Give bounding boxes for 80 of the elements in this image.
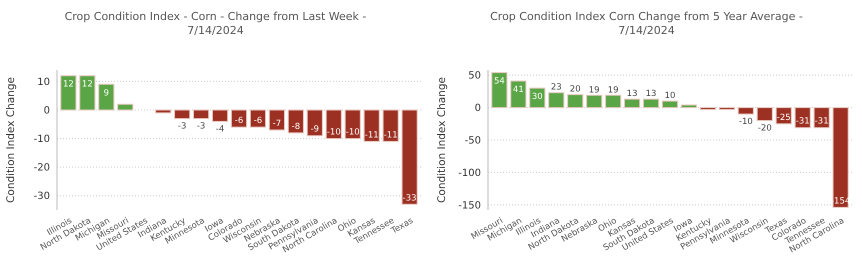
bar (174, 110, 190, 120)
data-label: 10 (664, 91, 676, 102)
data-label: -10 (326, 128, 341, 138)
y-tick-label: 50 (468, 70, 481, 82)
bar (756, 107, 773, 122)
data-label: 12 (82, 80, 93, 90)
data-label: 19 (608, 85, 619, 96)
bar (344, 110, 361, 140)
data-label: -7 (272, 119, 282, 129)
bar (642, 98, 660, 108)
bar (529, 88, 546, 108)
data-label: 54 (494, 76, 505, 87)
data-label: 20 (570, 84, 581, 95)
bar (586, 94, 602, 108)
data-label: -4 (216, 124, 224, 134)
data-label: -10 (346, 128, 360, 138)
data-label: -31 (814, 116, 829, 127)
data-label: -6 (254, 116, 262, 126)
chart-title: Crop Condition Index Corn Change from 5 Year Average - 7/14/2024 (490, 10, 803, 37)
bar (548, 92, 564, 108)
bar (306, 110, 323, 136)
bar (382, 110, 399, 142)
y-tick-label: -10 (34, 134, 50, 146)
bar (250, 110, 266, 128)
bar (680, 104, 698, 108)
data-label: -31 (796, 116, 810, 127)
data-label: -25 (776, 112, 791, 123)
data-label: -3 (178, 122, 186, 132)
bar (832, 107, 849, 208)
y-tick-label: 10 (37, 76, 50, 88)
bar (605, 94, 622, 108)
bar (794, 107, 811, 128)
bar (491, 72, 508, 108)
data-label: 30 (532, 92, 543, 102)
bar (567, 94, 584, 108)
data-label: -6 (234, 116, 244, 126)
data-label: 13 (626, 89, 638, 100)
bar (776, 107, 792, 124)
data-label: 19 (588, 85, 600, 96)
bar (364, 110, 380, 142)
data-label: 41 (512, 85, 524, 96)
bar (326, 110, 342, 140)
y-tick-label: -30 (34, 191, 50, 202)
bar (288, 110, 304, 134)
data-label: -3 (196, 122, 206, 132)
bar (60, 75, 76, 110)
bar (402, 110, 418, 205)
data-label: 23 (550, 82, 562, 93)
bar (230, 110, 248, 128)
data-label: -9 (310, 124, 320, 135)
bar (79, 75, 96, 110)
y-tick-label: -150 (458, 200, 481, 212)
y-tick-label: 0 (474, 103, 481, 114)
bar (193, 110, 210, 120)
bar (510, 80, 526, 108)
data-label: 12 (62, 80, 74, 90)
bar (155, 110, 172, 114)
data-label: -10 (738, 117, 753, 128)
y-tick-label: 0 (44, 106, 50, 116)
bar (738, 107, 754, 115)
data-label: -11 (384, 130, 398, 140)
y-tick-label: -100 (458, 168, 481, 179)
bar (268, 110, 285, 130)
data-label: -11 (364, 130, 379, 140)
data-label: -20 (758, 124, 772, 134)
bar (624, 98, 640, 108)
chart-title: Crop Condition Index - Corn - Change from Last Week - 7/14/2024 (64, 10, 366, 37)
bar (212, 110, 228, 122)
data-label: -33 (402, 193, 417, 204)
data-label: 13 (646, 89, 656, 100)
data-label: -8 (292, 122, 300, 132)
bar (662, 100, 678, 108)
bar (98, 84, 114, 110)
bar (814, 107, 830, 128)
y-axis-title: Condition Index Change (5, 77, 17, 203)
y-axis-title: Condition Index Change (436, 77, 448, 203)
data-label: 9 (104, 88, 110, 98)
bar (117, 104, 134, 110)
y-tick-label: -50 (464, 136, 481, 146)
y-tick-label: -20 (34, 162, 50, 174)
